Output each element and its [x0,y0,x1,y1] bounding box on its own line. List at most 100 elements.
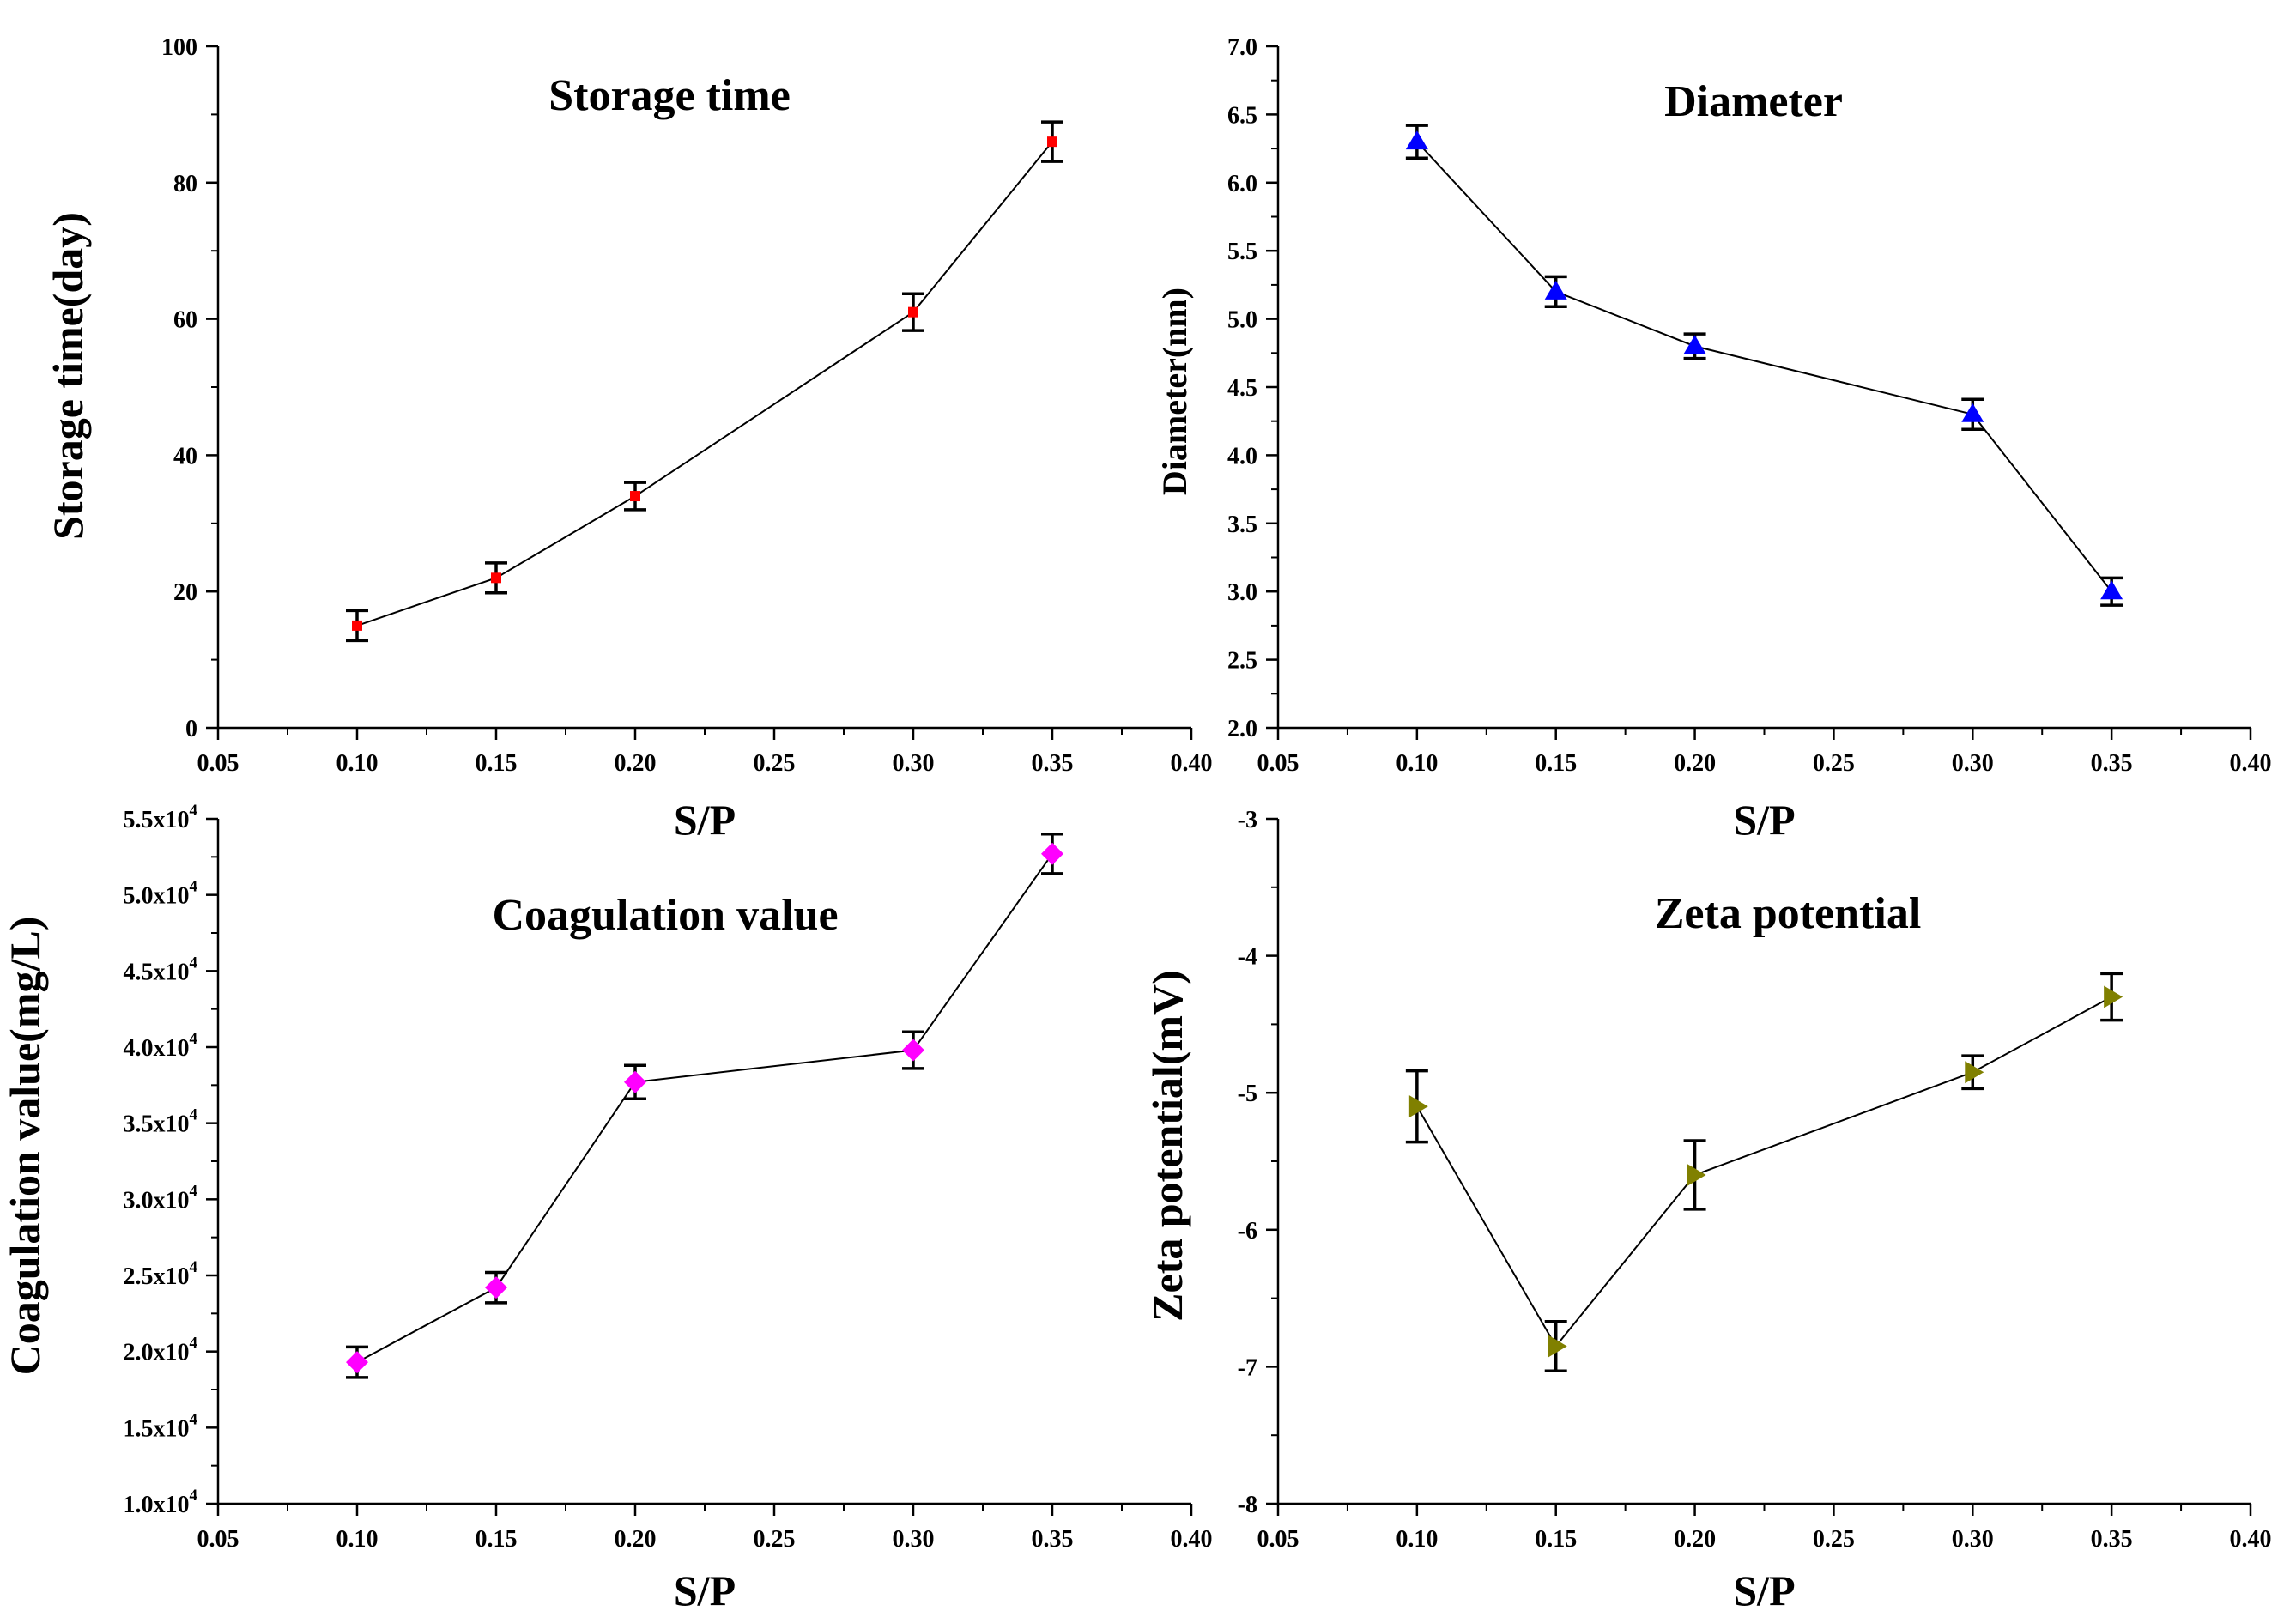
y-tick-label: 4.0x104 [124,1030,198,1062]
y-tick-exponent: 4 [190,802,198,820]
x-tick-label: 0.15 [476,1526,518,1553]
y-tick-label: 100 [161,34,197,61]
y-tick-label: 3.5 [1227,512,1257,538]
y-tick-label: 20 [173,579,197,606]
chart-title: Diameter [1664,77,1843,126]
y-tick-label: 3.5x104 [124,1106,198,1138]
y-tick-label: 3.0 [1227,579,1257,606]
data-point [485,1276,507,1299]
y-tick-mantissa: 5.5x10 [124,807,190,833]
data-point [1961,403,1984,422]
y-tick-label: 4.5x104 [124,954,198,985]
x-tick-label: 0.05 [197,1526,239,1553]
x-tick-label: 0.25 [1813,1526,1855,1553]
x-tick-label: 0.25 [1813,750,1855,777]
x-tick-label: 0.05 [1257,750,1299,777]
y-tick-label: 5.5 [1227,239,1257,265]
x-tick-label: 0.10 [336,750,379,777]
data-point [630,491,640,502]
y-tick-label: -6 [1238,1218,1257,1245]
x-tick-label: 0.10 [1396,1526,1438,1553]
x-tick-label: 0.05 [197,750,239,777]
y-tick-label: 5.0x104 [124,878,198,910]
y-tick-exponent: 4 [190,878,198,896]
y-tick-label: 2.5 [1227,648,1257,675]
y-axis-title: Diameter(nm) [1155,288,1194,495]
y-tick-label: 6.5 [1227,102,1257,129]
data-point [2104,985,2123,1008]
y-tick-label: 2.0x104 [124,1335,198,1366]
y-tick-label: 5.0 [1227,307,1257,334]
data-point [1683,335,1706,354]
chart-panel-1: 0.05 0.10 0.15 0.20 0.25 0.30 0.35 0.40 0 20 40 60 8… [44,34,1213,844]
x-axis-title: S/P [1733,796,1795,844]
y-tick-mantissa: 2.0x10 [124,1340,190,1366]
y-tick-label: 3.0x104 [124,1182,198,1214]
y-tick-mantissa: 4.5x10 [124,959,190,985]
y-tick-mantissa: 1.5x10 [124,1415,190,1442]
y-tick-label: 1.0x104 [124,1487,198,1518]
y-tick-exponent: 4 [190,1258,198,1276]
chart-panel-2: 0.05 0.10 0.15 0.20 0.25 0.30 0.35 0.40 2.0 2.5 3.… [1155,34,2272,844]
y-tick-label: 40 [173,443,197,469]
data-point [1544,280,1567,300]
data-point [1405,130,1428,150]
y-tick-exponent: 4 [190,1410,198,1428]
y-tick-label: -4 [1238,944,1257,971]
data-point [1047,136,1057,148]
y-tick-label: 5.5x104 [124,802,198,833]
x-axis-title: S/P [674,796,736,844]
data-point [1041,842,1063,865]
y-tick-mantissa: 1.0x10 [124,1492,190,1518]
x-tick-label: 0.30 [1952,1526,1994,1553]
x-tick-label: 0.30 [893,1526,935,1553]
y-axis-title: Zeta potential(mV) [1143,970,1191,1322]
data-point [491,572,501,584]
y-tick-mantissa: 2.5x10 [124,1263,190,1290]
x-tick-label: 0.40 [2230,750,2272,777]
x-tick-label: 0.05 [1257,1526,1299,1553]
x-tick-label: 0.25 [754,1526,796,1553]
y-tick-mantissa: 3.5x10 [124,1111,190,1138]
y-tick-label: 2.0 [1227,716,1257,742]
x-axis-title: S/P [1733,1566,1795,1611]
x-tick-label: 0.40 [1171,1526,1213,1553]
y-tick-label: 0 [185,716,197,742]
chart-panel-3: 0.05 0.10 0.15 0.20 0.25 0.30 0.35 0.401.0x1041… [1,802,1213,1611]
y-tick-label: 1.5x104 [124,1410,198,1442]
x-tick-label: 0.35 [1032,750,1074,777]
x-axis-title: S/P [674,1566,736,1611]
data-point [352,620,362,631]
chart-panel-4: 0.05 0.10 0.15 0.20 0.25 0.30 0.35 0.40 -8 -7 -6 -5… [1143,807,2272,1611]
data-point [1687,1163,1706,1186]
x-tick-label: 0.15 [1535,1526,1577,1553]
y-tick-exponent: 4 [190,1030,198,1048]
x-tick-label: 0.35 [1032,1526,1074,1553]
x-tick-label: 0.20 [615,750,657,777]
series-line [1415,996,2112,1348]
x-tick-label: 0.40 [2230,1526,2272,1553]
y-tick-label: 80 [173,171,197,197]
data-point [1548,1335,1567,1358]
x-tick-label: 0.15 [1535,750,1577,777]
y-axis-title: Storage time(day) [44,212,92,540]
x-tick-label: 0.40 [1171,750,1213,777]
y-tick-label: 6.0 [1227,171,1257,197]
data-point [346,1351,368,1374]
x-tick-label: 0.35 [2091,750,2133,777]
y-tick-label: 60 [173,307,197,334]
chart-title: Storage time [548,71,791,120]
data-point [1408,1095,1428,1118]
y-tick-mantissa: 3.0x10 [124,1187,190,1214]
y-tick-label: 2.5x104 [124,1258,198,1290]
series-line [1416,141,2112,592]
x-tick-label: 0.20 [615,1526,657,1553]
x-tick-label: 0.10 [1396,750,1438,777]
y-tick-exponent: 4 [190,1182,198,1200]
y-tick-label: -3 [1238,807,1257,833]
y-tick-label: 7.0 [1227,34,1257,61]
x-tick-label: 0.30 [893,750,935,777]
chart-title: Coagulation value [492,891,838,940]
x-tick-label: 0.10 [336,1526,379,1553]
x-tick-label: 0.30 [1952,750,1994,777]
